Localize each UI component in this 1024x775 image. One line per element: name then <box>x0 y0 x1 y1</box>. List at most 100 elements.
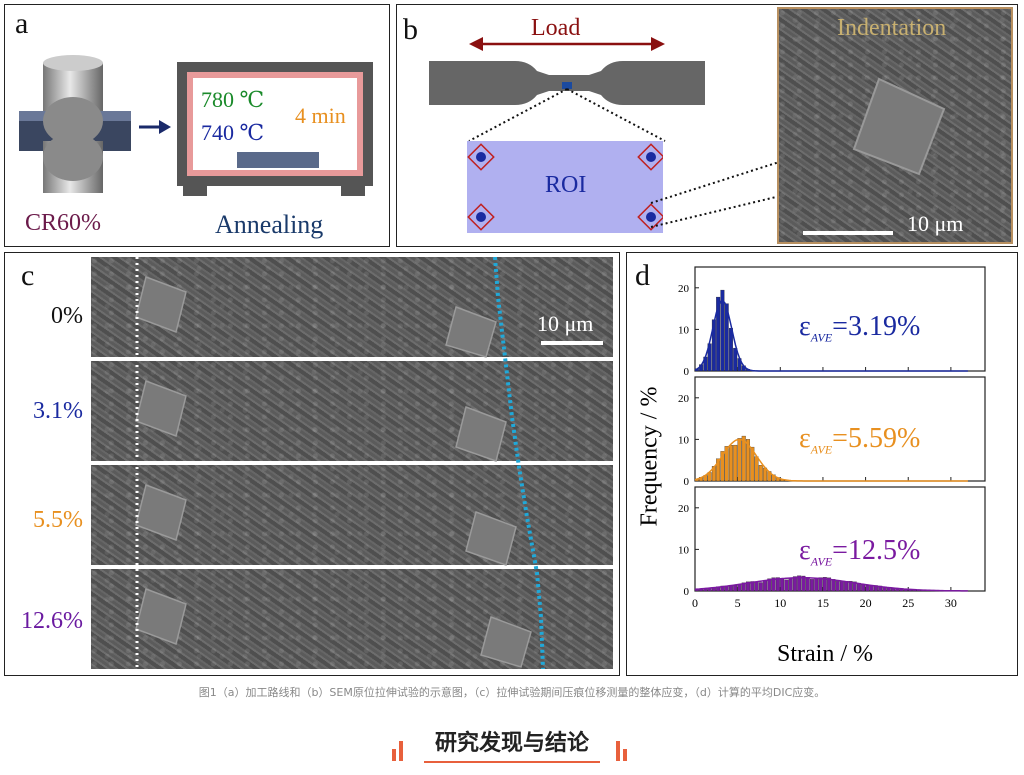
fit-curve-1 <box>694 438 968 482</box>
bar-2-8 <box>763 580 768 592</box>
bar-2-9 <box>771 577 776 592</box>
bar-2-10.5 <box>784 579 789 592</box>
ytick-label-2-20: 20 <box>678 503 690 515</box>
heading-right-bars-icon <box>616 741 628 761</box>
bar-2-6 <box>746 581 750 592</box>
bar-1-6.5 <box>750 446 755 482</box>
panel-d-label: d <box>635 259 650 292</box>
ytick-label-0-10: 10 <box>678 324 690 336</box>
temp-high-label: 780 ℃ <box>201 87 265 112</box>
bar-1-3 <box>720 451 725 482</box>
strain-label-3: 12.6% <box>21 608 83 634</box>
temp-low-label: 740 ℃ <box>201 120 265 145</box>
bar-0-2 <box>711 319 716 372</box>
bar-2-14 <box>814 578 819 592</box>
bar-2-11.5 <box>792 576 797 592</box>
ytick-label-1-10: 10 <box>678 434 690 446</box>
rolling-diagram <box>19 55 131 193</box>
bar-2-18 <box>848 581 853 592</box>
bar-1-5 <box>737 438 742 482</box>
bar-2-7 <box>754 581 759 592</box>
furnace-diagram <box>177 62 373 196</box>
sem-indentation-image <box>777 7 1013 244</box>
bar-2-11 <box>788 578 793 592</box>
panel-c-label: c <box>21 259 35 292</box>
roi-box <box>467 141 663 233</box>
bar-2-15.5 <box>827 577 832 592</box>
xtick-label-20: 20 <box>860 596 872 610</box>
bar-2-6.5 <box>750 581 755 592</box>
indentations-overlay <box>135 257 603 669</box>
xtick-label-15: 15 <box>817 596 829 610</box>
bar-2-7.5 <box>758 582 763 592</box>
heading-underline <box>424 761 600 763</box>
indentation-label: Indentation <box>837 15 947 41</box>
bar-2-10 <box>780 578 785 592</box>
ytick-label-1-20: 20 <box>678 393 690 405</box>
bar-2-20 <box>865 585 870 592</box>
figure-caption: 图1（a）加工路线和（b）SEM原位拉伸试验的示意图，（c）拉伸试验期间压痕位移… <box>198 686 826 699</box>
xtick-label-30: 30 <box>945 596 957 610</box>
process-label: CR60% <box>25 210 102 236</box>
furnace-label: Annealing <box>215 210 324 239</box>
bar-2-17.5 <box>844 581 849 592</box>
ytick-label-0-0: 0 <box>684 366 690 378</box>
ytick-label-2-10: 10 <box>678 544 690 556</box>
xtick-label-0: 0 <box>692 596 698 610</box>
bar-1-4 <box>728 445 733 482</box>
bar-0-4.5 <box>733 347 738 372</box>
bar-1-7.5 <box>758 465 763 482</box>
bar-2-13 <box>805 577 810 592</box>
roi-label: ROI <box>545 172 587 198</box>
histogram-chart: 0 10 20 0 10 20 0 10 20 0 5 10 15 20 25 30 <box>678 266 986 610</box>
bar-1-3.5 <box>724 446 729 482</box>
load-label: Load <box>531 15 581 41</box>
ytick-label-2-0: 0 <box>684 586 690 598</box>
section-heading: 研究发现与结论 <box>0 725 1024 763</box>
bar-1-2.5 <box>716 458 721 482</box>
panel-d: d Frequency / % Strain / % 0 10 20 0 10 20 0 10… <box>626 252 1018 676</box>
bar-2-13.5 <box>809 579 814 592</box>
panel-a: a CR60% 780 ℃ 740 ℃ 4 min Annealing <box>4 4 390 247</box>
bar-2-12 <box>797 575 802 592</box>
bar-2-16 <box>831 579 836 592</box>
bar-2-8.5 <box>767 578 772 592</box>
bar-0-4 <box>728 327 733 372</box>
bar-2-17 <box>839 581 844 592</box>
bar-0-3 <box>720 289 725 372</box>
bar-0-2.5 <box>716 296 721 372</box>
bar-2-19.5 <box>861 584 866 592</box>
fit-curve-0 <box>694 299 968 372</box>
panel-b: b Load ROI Indentation 10 μm <box>396 4 1018 247</box>
avg-label-0: εAVE=3.19% <box>799 311 921 345</box>
time-label: 4 min <box>295 103 346 128</box>
bar-0-3.5 <box>724 303 729 372</box>
scale-label: 10 μm <box>907 211 964 236</box>
avg-label-1: εAVE=5.59% <box>799 423 921 457</box>
scale-bar <box>803 231 893 235</box>
zoom-lines <box>650 154 802 228</box>
xtick-label-25: 25 <box>902 596 914 610</box>
load-arrow-icon <box>469 37 665 51</box>
ytick-label-1-0: 0 <box>684 476 690 488</box>
strain-label-0: 0% <box>51 303 83 329</box>
bar-2-9.5 <box>775 577 780 592</box>
bar-2-5.5 <box>741 582 746 592</box>
bar-2-18.5 <box>852 581 857 592</box>
panel-a-label: a <box>15 7 29 40</box>
fit-curve-2 <box>694 576 968 592</box>
bar-2-14.5 <box>818 577 823 592</box>
xlabel: Strain / % <box>777 641 873 667</box>
heading-left-bars-icon <box>392 741 404 761</box>
bar-2-15 <box>822 577 827 592</box>
scale-label-c: 10 μm <box>537 311 594 336</box>
ytick-label-0-20: 20 <box>678 283 690 295</box>
bar-1-5.5 <box>741 435 746 482</box>
xtick-label-10: 10 <box>774 596 786 610</box>
strain-label-2: 5.5% <box>33 507 83 533</box>
bar-2-16.5 <box>835 581 840 592</box>
avg-label-2: εAVE=12.5% <box>799 535 921 569</box>
bar-1-6 <box>746 439 750 482</box>
bar-2-4.5 <box>733 585 738 592</box>
indentation-mark <box>852 77 946 176</box>
